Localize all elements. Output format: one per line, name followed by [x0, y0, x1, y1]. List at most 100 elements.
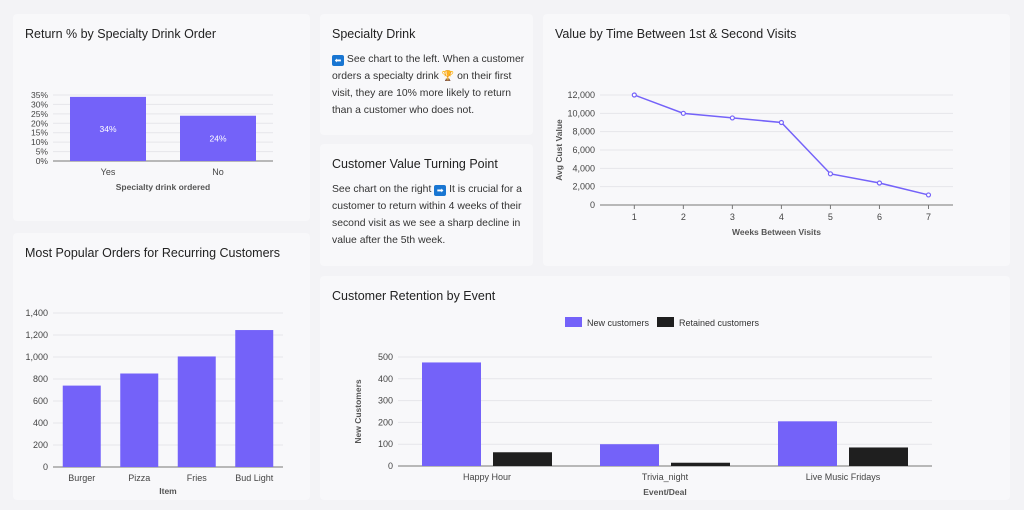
- popular-chart: 0 200 400 600 800 1,000 1,200 1,400 Burger Pizza F…: [25, 308, 283, 496]
- y-tick-label: 1,000: [25, 352, 48, 362]
- data-point: [827, 171, 834, 177]
- data-point: [680, 110, 686, 116]
- popular-chart-card: Most Popular Orders for Recurring Custom…: [13, 233, 310, 500]
- y-tick-label: 4,000: [572, 163, 595, 173]
- x-tick-label: 4: [779, 212, 784, 222]
- legend-swatch-new: [565, 317, 582, 327]
- x-tick-label: Trivia_night: [642, 472, 689, 482]
- data-point: [876, 180, 883, 186]
- data-label: 24%: [209, 133, 226, 143]
- specialty-text-b: on their first visit, they are 10% more …: [332, 71, 512, 116]
- y-tick-label: 12,000: [567, 90, 595, 100]
- y-tick-label: 2,000: [572, 182, 595, 192]
- x-tick-label: 6: [877, 212, 882, 222]
- bar: [235, 330, 274, 467]
- y-tick-label: 6,000: [572, 145, 595, 155]
- x-tick-label: 7: [926, 212, 931, 222]
- y-tick-label: 1,400: [25, 308, 48, 318]
- x-tick-label: No: [212, 167, 224, 177]
- return-chart-title: Return % by Specialty Drink Order: [25, 27, 217, 41]
- y-tick-label: 8,000: [572, 127, 595, 137]
- data-point: [925, 192, 932, 198]
- data-point: [631, 92, 637, 98]
- return-chart: 0%5%10%15%20%25%30%35% 34% Yes 24% NoSpecial…: [31, 90, 273, 192]
- retained-customers-bar: [671, 462, 730, 466]
- turning-text-b: It is crucial for a customer to return w…: [332, 184, 522, 246]
- x-tick-label: 1: [632, 212, 637, 222]
- specialty-drink-title: Specialty Drink: [332, 27, 416, 41]
- specialty-drink-text: ⬅ See chart to the left. When a customer…: [332, 51, 528, 119]
- retained-customers-bar: [849, 447, 908, 466]
- y-tick-label: 15%: [31, 128, 48, 138]
- value-chart-card: Value by Time Between 1st & Second Visit…: [543, 14, 1010, 266]
- y-tick-label: 400: [378, 374, 393, 384]
- bar: [70, 96, 146, 161]
- y-tick-label: 0: [43, 462, 48, 472]
- x-tick-label: 3: [730, 212, 735, 222]
- value-chart-title: Value by Time Between 1st & Second Visit…: [555, 27, 797, 41]
- y-tick-label: 25%: [31, 109, 48, 119]
- turning-point-card: Customer Value Turning Point See chart o…: [320, 144, 533, 266]
- right-arrow-icon: ➡: [434, 185, 447, 196]
- return-chart-card: Return % by Specialty Drink Order 0% 5% 10…: [13, 14, 310, 221]
- x-tick-label: Burger: [68, 473, 95, 483]
- data-label: 34%: [99, 124, 116, 134]
- bar: [120, 373, 159, 467]
- y-tick-label: 400: [33, 418, 48, 428]
- y-tick-label: 200: [378, 417, 393, 427]
- x-tick-label: Yes: [101, 167, 116, 177]
- y-tick-label: 0%: [36, 156, 49, 166]
- x-tick-label: Pizza: [128, 473, 150, 483]
- popular-chart-title: Most Popular Orders for Recurring Custom…: [25, 246, 280, 260]
- y-tick-label: 600: [33, 396, 48, 406]
- data-point: [778, 119, 785, 126]
- turning-point-text: See chart on the right ➡ It is crucial f…: [332, 181, 528, 249]
- y-tick-label: 500: [378, 352, 393, 362]
- x-axis-title: Event/Deal: [643, 487, 686, 497]
- bar: [62, 385, 101, 467]
- y-tick-label: 0: [590, 200, 595, 210]
- y-tick-label: 100: [378, 439, 393, 449]
- y-axis-title: New Customers: [353, 379, 363, 444]
- x-tick-label: 2: [681, 212, 686, 222]
- x-axis-title: Specialty drink ordered: [116, 182, 210, 192]
- specialty-drink-card: Specialty Drink ⬅ See chart to the left.…: [320, 14, 533, 135]
- left-arrow-icon: ⬅: [332, 55, 344, 66]
- turning-text-a: See chart on the right: [332, 184, 432, 195]
- turning-point-title: Customer Value Turning Point: [332, 157, 498, 171]
- legend-label-retained: Retained customers: [679, 318, 760, 328]
- y-tick-label: 5%: [36, 147, 49, 157]
- data-point: [729, 115, 735, 121]
- bar: [180, 115, 256, 161]
- x-axis-title: Weeks Between Visits: [732, 227, 821, 237]
- x-tick-label: Happy Hour: [463, 472, 511, 482]
- new-customers-bar: [600, 444, 659, 466]
- y-tick-label: 10%: [31, 137, 48, 147]
- retention-chart-title: Customer Retention by Event: [332, 289, 496, 303]
- y-axis-title: Avg Cust Value: [554, 119, 564, 181]
- y-tick-label: 10,000: [567, 108, 595, 118]
- retained-customers-bar: [493, 452, 552, 466]
- y-tick-label: 35%: [31, 90, 48, 100]
- y-tick-label: 800: [33, 374, 48, 384]
- y-tick-label: 300: [378, 396, 393, 406]
- x-tick-label: Bud Light: [235, 473, 274, 483]
- x-tick-label: Live Music Fridays: [806, 472, 881, 482]
- new-customers-bar: [422, 362, 481, 466]
- y-tick-label: 20%: [31, 118, 48, 128]
- trophy-icon: 🏆: [441, 71, 455, 82]
- x-tick-label: Fries: [187, 473, 207, 483]
- x-tick-label: 5: [828, 212, 833, 222]
- retention-chart: 0 100 200 300 400 500 Happy Hour Trivia_night Li…: [353, 317, 932, 497]
- value-chart: 0 2,000 4,000 6,000 8,000 10,000 12,000 1 2 3 4 5 6 7…: [554, 90, 953, 237]
- bar: [177, 356, 216, 467]
- series-line: [634, 94, 929, 196]
- y-tick-label: 200: [33, 440, 48, 450]
- y-tick-label: 30%: [31, 99, 48, 109]
- x-axis-title: Item: [159, 486, 177, 496]
- legend-label-new: New customers: [587, 318, 650, 328]
- retention-chart-card: Customer Retention by Event 0 100 200 300 40…: [320, 276, 1010, 500]
- legend-swatch-retained: [657, 317, 674, 327]
- new-customers-bar: [778, 421, 837, 466]
- y-tick-label: 0: [388, 461, 393, 471]
